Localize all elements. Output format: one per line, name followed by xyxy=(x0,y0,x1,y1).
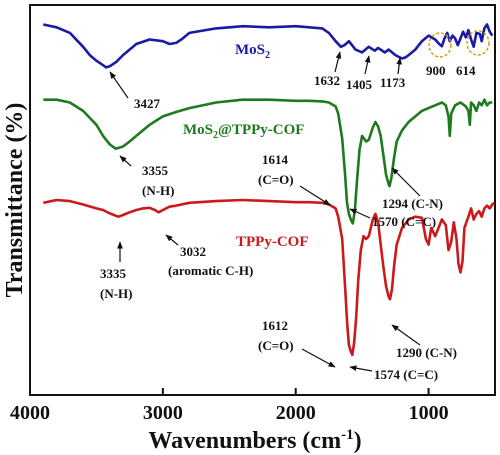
peak-label-3427: 3427 xyxy=(134,96,161,111)
x-tick-label-1000: 1000 xyxy=(409,402,449,424)
arrow-3427 xyxy=(109,71,129,99)
arrow-1570 xyxy=(349,208,371,219)
series-label-mos2-tppy-cof: MoS2@TPPy-COF xyxy=(183,122,304,141)
arrow-1614 xyxy=(299,185,331,206)
arrow-1290 xyxy=(391,324,421,346)
arrow-1405 xyxy=(364,55,371,75)
annotation-labels: 3427 1632 1405 1173 900 614 3355 (N-H) 1… xyxy=(100,63,476,382)
peak-label-1632: 1632 xyxy=(314,73,340,88)
plot-frame xyxy=(29,4,496,396)
annotation-arrows xyxy=(109,51,421,372)
arrow-1574 xyxy=(349,365,373,372)
arrow-1632 xyxy=(334,51,342,73)
highlight-circle-900 xyxy=(428,32,452,58)
peak-label-900: 900 xyxy=(426,63,446,78)
arrow-1612 xyxy=(301,348,336,368)
series-label-tppy-cof: TPPy-COF xyxy=(236,234,309,250)
highlight-circle-614 xyxy=(466,30,490,56)
peak-label-1570: 1570 (C=C) xyxy=(372,214,436,229)
series-layer xyxy=(43,23,496,357)
peak-label-1612: 1612 xyxy=(262,318,288,333)
peak-label-3355: 3355 xyxy=(142,163,169,178)
x-axis-ticks: 4000 3000 2000 1000 xyxy=(10,388,449,424)
x-axis-title: Wavenumbers (cm-1) xyxy=(148,427,361,454)
peak-label-1614-assignment: (C=O) xyxy=(258,172,294,187)
peak-label-614: 614 xyxy=(456,63,476,78)
peak-label-3032: 3032 xyxy=(180,244,206,259)
peak-label-1405: 1405 xyxy=(346,77,373,92)
arrow-1294 xyxy=(391,167,421,197)
peak-label-3032-assignment: (aromatic C-H) xyxy=(168,263,253,278)
x-tick-label-3000: 3000 xyxy=(143,402,183,424)
series-label-mos2: MoS2 xyxy=(235,42,270,61)
peak-label-1290: 1290 (C-N) xyxy=(396,345,457,360)
x-tick-label-4000: 4000 xyxy=(10,402,50,424)
peak-label-3335: 3335 xyxy=(100,266,127,281)
y-axis-title: Transmittance (%) xyxy=(2,103,28,298)
series-line-mos2-tppy-cof xyxy=(43,98,493,225)
peak-label-1173: 1173 xyxy=(380,75,406,90)
peak-label-1294: 1294 (C-N) xyxy=(382,196,443,211)
arrow-3355 xyxy=(119,155,132,167)
series-line-mos2 xyxy=(43,23,494,69)
peak-label-1614: 1614 xyxy=(262,152,289,167)
peak-label-3335-assignment: (N-H) xyxy=(100,286,133,301)
peak-label-1612-assignment: (C=O) xyxy=(258,338,294,353)
peak-label-3355-assignment: (N-H) xyxy=(142,183,175,198)
arrow-3032 xyxy=(165,234,179,246)
x-tick-label-2000: 2000 xyxy=(276,402,316,424)
arrow-1173 xyxy=(396,57,403,75)
peak-label-1574: 1574 (C=C) xyxy=(374,367,438,382)
series-line-tppy-cof xyxy=(43,198,496,357)
